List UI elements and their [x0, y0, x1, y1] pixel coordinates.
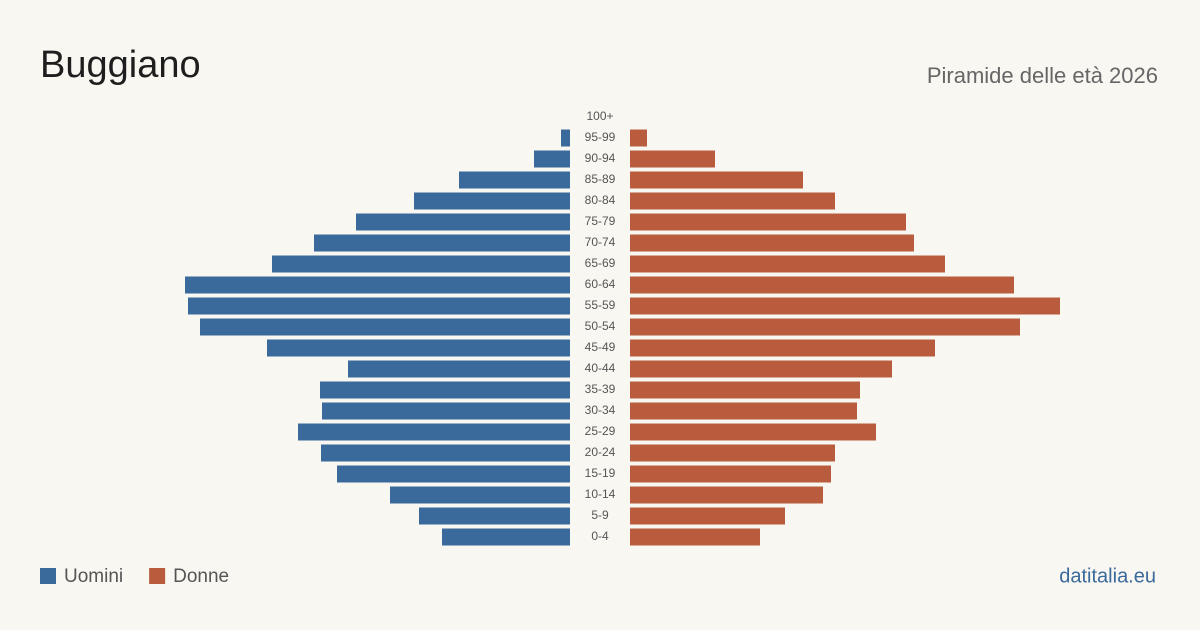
age-label: 40-44	[585, 361, 616, 375]
bar	[630, 213, 906, 231]
age-label: 95-99	[585, 130, 616, 144]
bar	[630, 528, 760, 546]
bar	[630, 255, 945, 273]
bar	[419, 507, 570, 525]
age-label: 100+	[586, 109, 613, 123]
bar	[459, 171, 570, 189]
age-label: 25-29	[585, 424, 616, 438]
bar	[188, 297, 570, 315]
bar	[630, 318, 1020, 336]
bar	[414, 192, 570, 210]
bar	[630, 171, 803, 189]
bar	[314, 234, 570, 252]
chart-title: Buggiano	[40, 44, 201, 86]
bar	[630, 507, 785, 525]
bar	[630, 360, 892, 378]
bar	[630, 423, 876, 441]
age-label: 15-19	[585, 466, 616, 480]
bar	[442, 528, 570, 546]
source: datitalia.eu	[1059, 565, 1156, 587]
age-label: 0-4	[591, 529, 609, 543]
age-label: 85-89	[585, 172, 616, 186]
bar	[630, 486, 823, 504]
age-label: 70-74	[585, 235, 616, 249]
chart-subtitle: Piramide delle età 2026	[927, 63, 1158, 88]
bar	[630, 192, 835, 210]
legend-swatch	[40, 568, 56, 584]
bar	[630, 339, 935, 357]
bar	[630, 297, 1060, 315]
bar	[630, 402, 857, 420]
legend-label: Donne	[173, 566, 229, 587]
age-label: 45-49	[585, 340, 616, 354]
age-label: 55-59	[585, 298, 616, 312]
legend-label: Uomini	[64, 566, 123, 587]
age-label: 20-24	[585, 445, 616, 459]
age-label: 30-34	[585, 403, 616, 417]
bar	[267, 339, 570, 357]
bar	[630, 276, 1014, 294]
bar	[390, 486, 570, 504]
bar	[185, 276, 570, 294]
bar	[272, 255, 570, 273]
bar	[322, 402, 570, 420]
age-label: 60-64	[585, 277, 616, 291]
bar	[321, 444, 570, 462]
bar	[320, 381, 570, 399]
bar	[630, 444, 835, 462]
bar	[534, 150, 570, 168]
bar	[348, 360, 570, 378]
age-label: 35-39	[585, 382, 616, 396]
age-label: 90-94	[585, 151, 616, 165]
age-label: 10-14	[585, 487, 616, 501]
age-label: 80-84	[585, 193, 616, 207]
age-label: 75-79	[585, 214, 616, 228]
bar	[298, 423, 570, 441]
bar	[630, 381, 860, 399]
bar	[200, 318, 570, 336]
bar	[561, 129, 570, 147]
bar	[630, 129, 647, 147]
bar	[630, 150, 715, 168]
bar	[356, 213, 570, 231]
bar	[630, 234, 914, 252]
bar	[630, 465, 831, 483]
age-label: 50-54	[585, 319, 616, 333]
age-label: 5-9	[591, 508, 609, 522]
age-label: 65-69	[585, 256, 616, 270]
bar	[337, 465, 570, 483]
legend-swatch	[149, 568, 166, 584]
